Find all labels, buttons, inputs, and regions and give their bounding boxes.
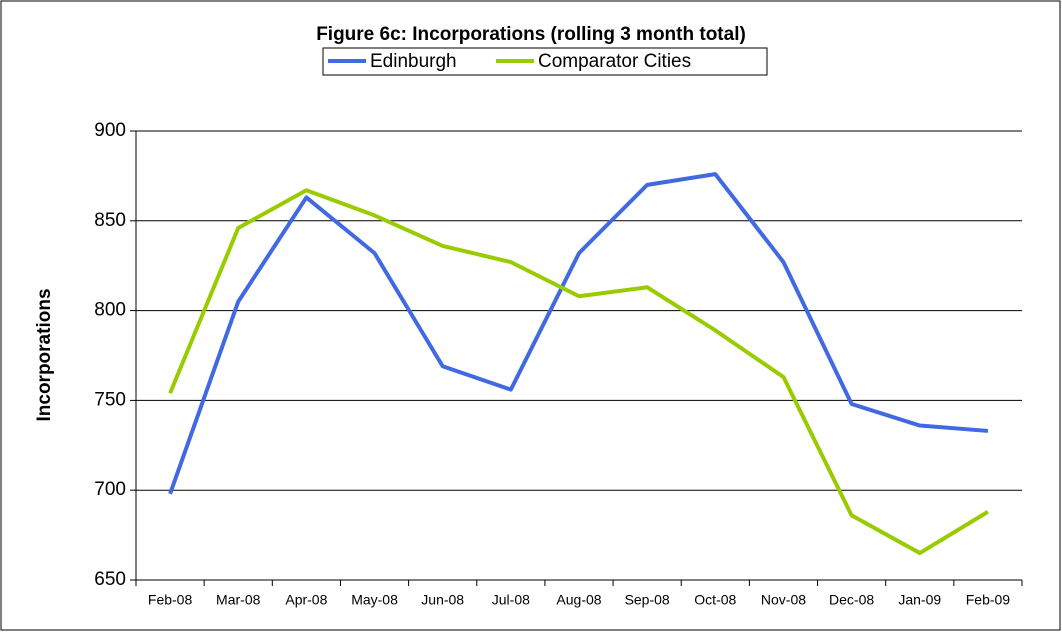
x-tick-label: May-08 xyxy=(351,592,398,608)
y-tick-label: 700 xyxy=(94,479,126,500)
y-tick-label: 750 xyxy=(94,389,126,410)
legend-label: Comparator Cities xyxy=(538,51,691,72)
x-tick-label: Apr-08 xyxy=(285,592,327,608)
y-tick-label: 650 xyxy=(94,569,126,590)
series-line xyxy=(168,188,989,556)
x-tick-label: Jul-08 xyxy=(492,592,530,608)
y-axis-label: Incorporations xyxy=(34,288,55,421)
y-tick-label: 900 xyxy=(94,120,126,141)
x-tick-label: Jan-09 xyxy=(898,592,941,608)
x-tick-label: Jun-08 xyxy=(421,592,464,608)
x-tick-label: Dec-08 xyxy=(829,592,874,608)
x-tick-label: Oct-08 xyxy=(694,592,736,608)
legend-box xyxy=(322,47,768,76)
x-tick-label: Sep-08 xyxy=(625,592,670,608)
y-tick-label: 850 xyxy=(94,210,126,231)
x-tick-label: Feb-09 xyxy=(966,592,1011,608)
x-tick-label: Nov-08 xyxy=(761,592,806,608)
legend-label: Edinburgh xyxy=(370,51,457,72)
x-tick-label: Feb-08 xyxy=(148,592,193,608)
x-tick-label: Aug-08 xyxy=(556,592,601,608)
x-tick-label: Mar-08 xyxy=(216,592,261,608)
y-tick-label: 800 xyxy=(94,300,126,321)
series-line xyxy=(168,172,989,495)
chart-title: Figure 6c: Incorporations (rolling 3 mon… xyxy=(316,24,746,45)
